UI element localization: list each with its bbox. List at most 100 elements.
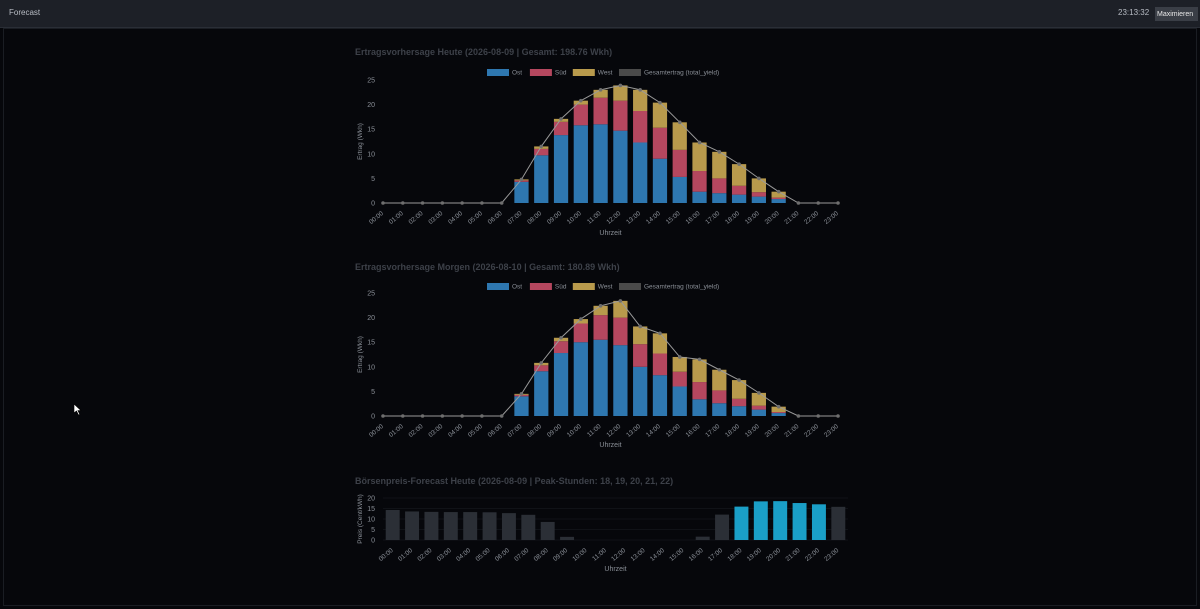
x-tick-label: 08:00 [526, 423, 543, 439]
price-bar [540, 521, 555, 540]
total-yield-point [836, 414, 840, 418]
bar-ost [553, 353, 569, 416]
total-yield-point [717, 150, 722, 154]
bar-west [633, 326, 648, 345]
y-tick-label: 20 [367, 315, 375, 322]
x-tick-label: 04:00 [447, 423, 464, 439]
window-titlebar: Forecast 23:13:32 Maximieren [0, 0, 1200, 28]
price-bar [463, 512, 478, 540]
x-tick-label: 13:00 [625, 210, 642, 226]
price-bar [521, 514, 536, 540]
bar-west [731, 164, 747, 186]
x-tick-label: 07:00 [506, 423, 523, 439]
price-bar [695, 536, 710, 540]
total-yield-point [776, 189, 781, 194]
x-tick-label: 03:00 [436, 547, 453, 563]
bar-ost [731, 406, 747, 416]
x-tick-label: 18:00 [726, 547, 743, 563]
x-tick-label: 11:00 [586, 423, 603, 439]
x-tick-label: 06:00 [494, 547, 511, 563]
x-tick-label: 16:00 [688, 547, 705, 563]
bar-west [751, 392, 766, 406]
bar-s-d [652, 127, 668, 159]
x-tick-label: 12:00 [610, 547, 627, 563]
window-title: Forecast [9, 8, 41, 17]
total-yield-point [400, 201, 405, 205]
total-yield-point [460, 414, 464, 418]
bar-west [672, 356, 687, 372]
bar-ost [613, 345, 628, 416]
bar-s-d [652, 353, 668, 376]
bar-west [593, 305, 608, 316]
bar-west [731, 380, 747, 399]
bar-ost [633, 366, 648, 416]
bar-west [652, 333, 668, 354]
total-yield-point [816, 414, 821, 418]
total-yield-point [539, 361, 544, 365]
bar-ost [751, 409, 766, 416]
bar-ost [613, 130, 628, 203]
price-bar-peak [734, 506, 749, 540]
total-yield-point [618, 299, 623, 303]
total-yield-point [697, 140, 702, 145]
x-tick-label: 06:00 [487, 423, 504, 439]
x-tick-label: 17:00 [704, 210, 721, 226]
legend-label: Ost [512, 70, 522, 77]
legend-label: Süd [555, 284, 567, 291]
chart-title-price: Börsenpreis-Forecast Heute (2026-08-09 |… [355, 476, 674, 486]
total-yield-point [638, 324, 642, 329]
x-tick-label: 12:00 [605, 210, 622, 226]
y-tick-label: 15 [367, 506, 375, 513]
total-yield-point [539, 144, 544, 149]
y-tick-label: 15 [367, 127, 375, 134]
x-axis-label: Uhrzeit [599, 230, 621, 237]
bar-s-d [751, 405, 766, 410]
total-yield-point [519, 177, 524, 182]
x-tick-label: 18:00 [724, 423, 741, 439]
x-tick-label: 07:00 [506, 210, 523, 226]
bar-s-d [534, 148, 549, 156]
bar-s-d [712, 390, 727, 404]
x-tick-label: 20:00 [765, 547, 782, 563]
bar-s-d [692, 382, 707, 400]
x-tick-label: 06:00 [487, 210, 504, 226]
price-bar [424, 511, 439, 540]
total-yield-point [499, 414, 504, 418]
bar-s-d [692, 171, 707, 192]
total-yield-point [400, 414, 405, 418]
x-tick-label: 16:00 [685, 423, 702, 439]
x-tick-label: 14:00 [645, 210, 662, 226]
price-bar [501, 513, 516, 540]
x-tick-label: 13:00 [625, 423, 642, 439]
x-tick-label: 19:00 [744, 423, 761, 439]
legend-label: Ost [512, 284, 522, 291]
total-yield-point [697, 357, 702, 362]
bar-west [613, 85, 628, 101]
maximize-button[interactable]: Maximieren [1155, 7, 1198, 21]
price-bar-peak [773, 501, 788, 540]
x-tick-label: 10:00 [571, 547, 588, 563]
x-tick-label: 23:00 [823, 547, 840, 563]
x-tick-label: 14:00 [645, 423, 662, 439]
bar-s-d [672, 371, 687, 387]
bar-west [593, 89, 608, 98]
total-yield-point [598, 88, 603, 92]
y-tick-label: 25 [367, 291, 375, 298]
x-tick-label: 08:00 [533, 547, 550, 563]
x-tick-label: 20:00 [764, 423, 781, 439]
x-tick-label: 18:00 [724, 210, 741, 226]
bar-west [672, 122, 687, 150]
x-tick-label: 14:00 [649, 547, 666, 563]
total-yield-point [440, 414, 445, 418]
bar-s-d [771, 412, 786, 414]
price-bar-peak [792, 503, 807, 540]
bar-s-d [573, 104, 588, 126]
bar-ost [534, 155, 549, 203]
x-tick-label: 00:00 [368, 423, 385, 439]
total-yield-point [420, 414, 425, 418]
price-bar [560, 536, 575, 540]
y-tick-label: 10 [367, 151, 375, 158]
x-tick-label: 00:00 [368, 210, 385, 226]
bar-s-d [633, 110, 648, 143]
